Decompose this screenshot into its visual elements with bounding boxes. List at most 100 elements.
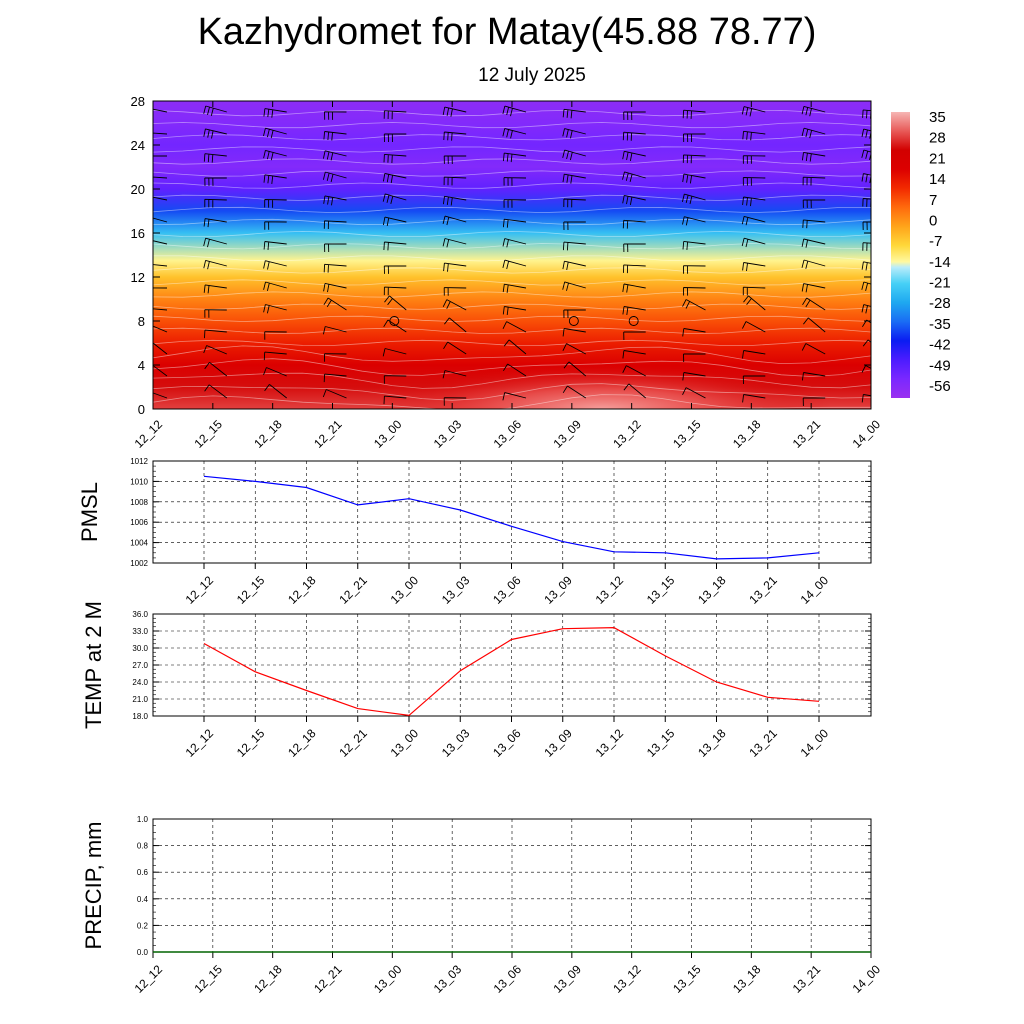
wind-barb — [324, 111, 347, 120]
wind-barb — [442, 238, 467, 248]
wind-barb — [502, 105, 527, 117]
x-tick-label: 12_15 — [191, 417, 225, 451]
wind-barb — [682, 109, 706, 119]
x-tick-label: 14_00 — [850, 962, 884, 996]
wind-barb — [502, 259, 527, 270]
wind-barb — [153, 196, 168, 202]
y-tick-label: 28 — [131, 94, 145, 109]
wind-barb — [743, 295, 766, 311]
y-tick-label: 0.0 — [137, 948, 149, 957]
panel-frame — [152, 613, 872, 717]
wind-barb — [562, 241, 586, 251]
wind-barb — [801, 127, 826, 139]
x-tick-label: 13_15 — [670, 417, 704, 451]
wind-barb — [204, 329, 227, 339]
wind-barb — [443, 262, 467, 272]
colorbar-label: 21 — [929, 150, 946, 167]
colorbar-label: 0 — [929, 212, 937, 229]
wind-barb — [623, 264, 646, 274]
wind-barb — [741, 106, 766, 117]
y-axis-label: PMSL — [77, 482, 102, 542]
wind-barb — [203, 105, 227, 117]
wind-barb — [203, 218, 227, 228]
surface-warm-maximum — [371, 364, 832, 409]
wind-barb — [323, 195, 347, 206]
y-tick-label: 0.4 — [137, 895, 149, 904]
wind-barb — [562, 343, 587, 355]
wind-barb — [324, 243, 347, 253]
x-tick-label: 13_18 — [695, 573, 729, 607]
wind-barb — [263, 127, 287, 139]
x-tick-label: 12_15 — [191, 962, 225, 996]
wind-barb — [861, 365, 871, 373]
wind-barb — [502, 128, 527, 139]
colorbar-label: -7 — [929, 233, 942, 250]
wind-barb — [204, 362, 228, 377]
x-tick-label: 12_21 — [311, 962, 345, 996]
temp-series-line — [203, 626, 820, 717]
wind-barb — [323, 131, 347, 141]
x-tick-label: 13_15 — [644, 573, 678, 607]
pmsl-panel: 1002 1004 1006 1008 1010 1012 12_12 12_15 12_18 1… — [77, 457, 872, 607]
wind-barb — [742, 130, 766, 141]
wind-barb — [153, 176, 168, 186]
y-tick-label: 24.0 — [132, 678, 148, 687]
contour-line — [153, 243, 871, 250]
wind-barb — [622, 283, 646, 293]
contour-line — [153, 146, 871, 153]
x-tick-label: 13_18 — [730, 962, 764, 996]
x-tick-label: 13_21 — [790, 417, 824, 451]
wind-barb — [263, 260, 287, 270]
contour-line — [153, 122, 871, 129]
x-tick-label: 13_18 — [695, 726, 729, 760]
wind-barb — [263, 241, 287, 250]
x-tick-label: 13_12 — [610, 417, 644, 451]
wind-barb — [502, 218, 527, 228]
wind-barb — [204, 177, 227, 186]
y-tick-label: 33.0 — [132, 627, 148, 636]
wind-barb — [323, 297, 347, 311]
x-tick-label: 13_00 — [388, 573, 422, 607]
wind-barb — [322, 171, 347, 183]
y-tick-label: 1002 — [130, 559, 148, 568]
wind-barb — [622, 131, 646, 141]
wind-barb — [203, 237, 227, 248]
wind-barb — [153, 264, 168, 267]
y-tick-label: 1008 — [130, 498, 148, 507]
wind-barb — [203, 284, 227, 294]
wind-barb — [322, 326, 347, 335]
wind-barb — [562, 385, 587, 399]
wind-barb — [861, 128, 871, 139]
x-tick-label: 12_18 — [251, 962, 285, 996]
wind-barb — [741, 215, 766, 226]
wind-barb — [153, 217, 168, 223]
y-tick-label: 0 — [138, 402, 145, 417]
wind-barb — [503, 199, 527, 208]
wind-barb — [802, 397, 826, 407]
wind-barb — [442, 106, 467, 117]
wind-barb — [383, 395, 407, 405]
colorbar-label: -28 — [929, 295, 951, 312]
wind-barb — [801, 372, 826, 381]
wind-barb — [263, 367, 287, 377]
x-tick-label: 12_18 — [251, 417, 285, 451]
wind-barb — [153, 325, 168, 333]
wind-barb — [382, 348, 407, 357]
contour-line — [153, 267, 871, 274]
wind-barb — [742, 196, 766, 207]
x-tick-label: 12_18 — [285, 573, 319, 607]
y-tick-label: 0.6 — [137, 868, 149, 877]
x-tick-label: 13_06 — [491, 962, 525, 996]
x-tick-label: 12_12 — [183, 573, 217, 607]
wind-barb — [443, 287, 467, 296]
wind-barb — [382, 216, 407, 226]
y-tick-label: 16 — [131, 226, 145, 241]
wind-barb — [322, 150, 347, 161]
x-tick-label: 12_12 — [183, 726, 217, 760]
wind-barb — [622, 365, 646, 377]
wind-barb — [264, 221, 287, 230]
wind-barb — [562, 173, 586, 184]
temp-panel: 18.0 21.0 24.0 27.0 30.0 33.0 36.0 12_12 12_15 12… — [81, 601, 872, 760]
y-axis-label: PRECIP, mm — [81, 822, 106, 950]
y-tick-label: 20 — [131, 182, 145, 197]
